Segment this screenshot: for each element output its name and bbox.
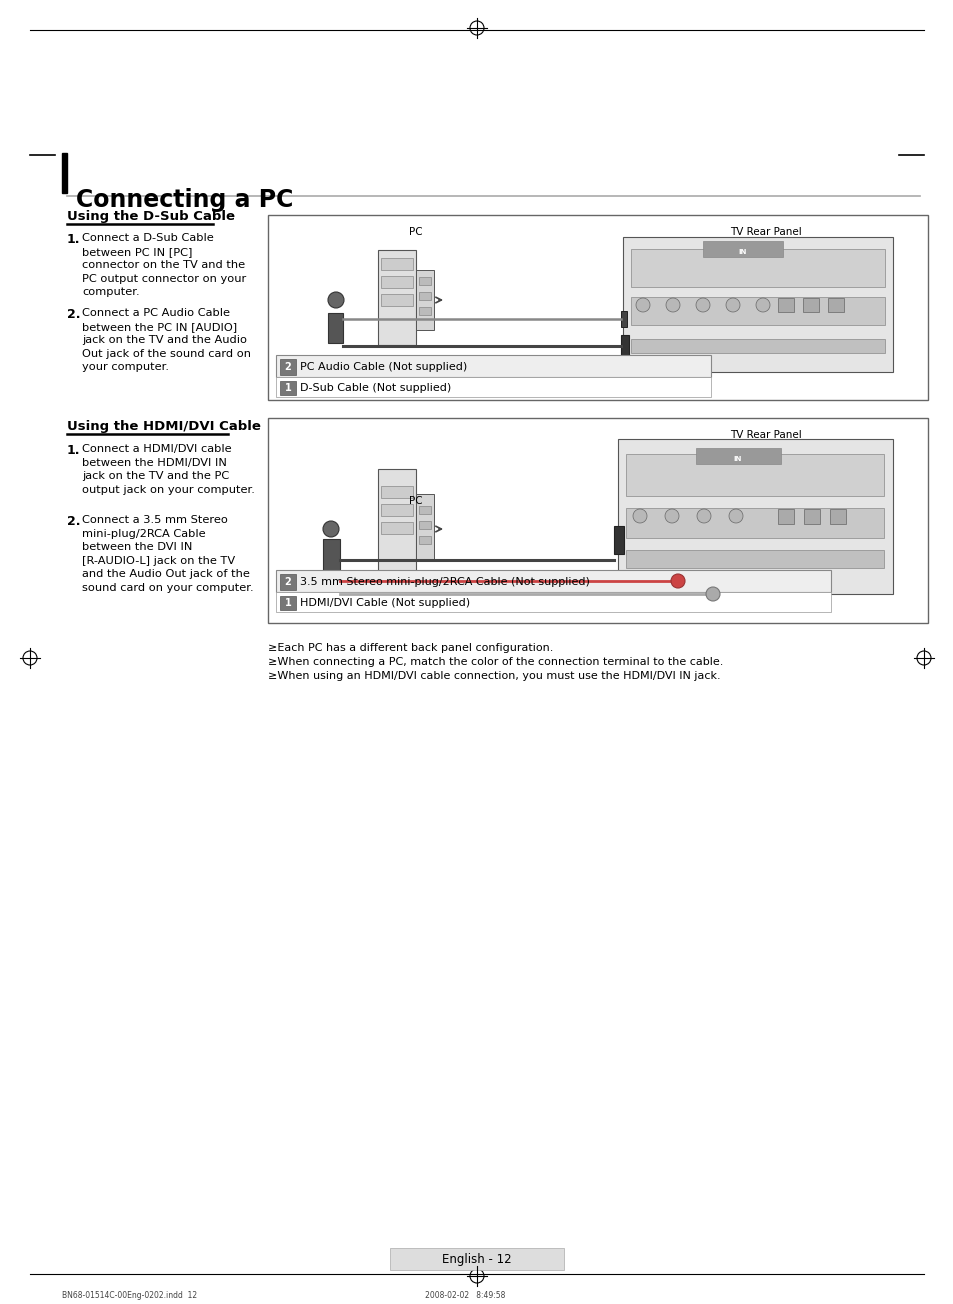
Bar xyxy=(622,237,892,372)
Bar xyxy=(418,276,431,286)
Bar xyxy=(380,522,413,535)
Bar xyxy=(418,522,431,529)
Text: Connect a PC Audio Cable
between the PC IN [AUDIO]
jack on the TV and the Audio
: Connect a PC Audio Cable between the PC … xyxy=(82,308,251,373)
Text: 3.5 mm Stereo mini-plug/2RCA Cable (Not supplied): 3.5 mm Stereo mini-plug/2RCA Cable (Not … xyxy=(299,576,589,587)
Bar xyxy=(380,258,413,270)
Circle shape xyxy=(633,509,646,523)
Bar xyxy=(280,381,295,395)
Text: BN68-01514C-00Eng-0202.indd  12                                                 : BN68-01514C-00Eng-0202.indd 12 xyxy=(62,1291,505,1300)
Text: HDMI/DVI Cable (Not supplied): HDMI/DVI Cable (Not supplied) xyxy=(299,599,470,608)
Bar xyxy=(630,297,884,325)
Text: 2: 2 xyxy=(284,363,291,372)
Bar xyxy=(620,310,626,327)
Text: 2: 2 xyxy=(284,576,291,587)
Bar xyxy=(275,377,710,396)
Bar xyxy=(380,486,413,498)
Text: PC Audio Cable (Not supplied): PC Audio Cable (Not supplied) xyxy=(299,363,467,372)
Bar xyxy=(625,550,883,569)
Text: ≥When connecting a PC, match the color of the connection terminal to the cable.: ≥When connecting a PC, match the color o… xyxy=(268,657,722,668)
Bar xyxy=(803,509,820,524)
Bar xyxy=(377,469,416,574)
Bar xyxy=(275,355,710,377)
Bar xyxy=(625,509,883,539)
Text: 2.: 2. xyxy=(67,308,80,321)
Bar xyxy=(630,249,884,287)
Bar xyxy=(418,292,431,300)
Bar xyxy=(416,494,434,559)
Circle shape xyxy=(664,509,679,523)
Bar xyxy=(778,299,793,312)
Text: 1: 1 xyxy=(284,599,291,608)
Bar xyxy=(418,506,431,514)
Circle shape xyxy=(665,299,679,312)
Text: D-Sub Cable (Not supplied): D-Sub Cable (Not supplied) xyxy=(299,383,451,393)
Bar xyxy=(614,526,623,554)
Bar xyxy=(620,335,628,357)
Circle shape xyxy=(728,509,742,523)
Bar xyxy=(390,1248,563,1270)
Text: 1.: 1. xyxy=(67,233,80,246)
Text: PC: PC xyxy=(409,227,422,237)
Circle shape xyxy=(705,587,720,601)
Text: 1: 1 xyxy=(284,383,291,393)
Text: 2.: 2. xyxy=(67,515,80,528)
Text: 1.: 1. xyxy=(67,443,80,456)
Text: Connect a HDMI/DVI cable
between the HDMI/DVI IN
jack on the TV and the PC
outpu: Connect a HDMI/DVI cable between the HDM… xyxy=(82,443,254,494)
Text: Connect a 3.5 mm Stereo
mini-plug/2RCA Cable
between the DVI IN
[R-AUDIO-L] jack: Connect a 3.5 mm Stereo mini-plug/2RCA C… xyxy=(82,515,253,593)
Circle shape xyxy=(755,299,769,312)
Text: ≥Each PC has a different back panel configuration.: ≥Each PC has a different back panel conf… xyxy=(268,643,553,653)
Bar xyxy=(380,505,413,516)
Bar xyxy=(802,299,818,312)
Circle shape xyxy=(323,522,338,537)
Circle shape xyxy=(328,292,344,308)
Bar xyxy=(418,306,431,316)
Text: Using the D-Sub Cable: Using the D-Sub Cable xyxy=(67,210,234,223)
Text: Connecting a PC: Connecting a PC xyxy=(76,188,294,213)
Bar xyxy=(280,359,295,376)
Bar xyxy=(702,241,782,257)
Text: ≥When using an HDMI/DVI cable connection, you must use the HDMI/DVI IN jack.: ≥When using an HDMI/DVI cable connection… xyxy=(268,672,720,681)
Bar xyxy=(380,293,413,306)
Text: TV Rear Panel: TV Rear Panel xyxy=(729,430,801,439)
Text: PC: PC xyxy=(409,496,422,506)
Text: TV Rear Panel: TV Rear Panel xyxy=(729,227,801,237)
Circle shape xyxy=(696,299,709,312)
Text: English - 12: English - 12 xyxy=(442,1253,511,1265)
Circle shape xyxy=(697,509,710,523)
Bar xyxy=(630,339,884,353)
Bar xyxy=(280,596,295,610)
Bar xyxy=(62,153,67,193)
Circle shape xyxy=(636,299,649,312)
Bar xyxy=(275,570,830,592)
Bar xyxy=(827,299,843,312)
Bar xyxy=(778,509,793,524)
Bar xyxy=(625,454,883,496)
Bar xyxy=(328,313,343,343)
Bar xyxy=(418,536,431,544)
Bar xyxy=(323,539,339,574)
Bar xyxy=(377,250,416,346)
Text: Connect a D-Sub Cable
between PC IN [PC]
connector on the TV and the
PC output c: Connect a D-Sub Cable between PC IN [PC]… xyxy=(82,233,246,297)
Text: Using the HDMI/DVI Cable: Using the HDMI/DVI Cable xyxy=(67,420,260,433)
Text: IN: IN xyxy=(738,249,746,256)
Bar xyxy=(268,419,927,623)
Bar xyxy=(280,574,295,589)
Bar xyxy=(696,449,781,464)
Bar xyxy=(618,439,892,595)
Bar xyxy=(380,276,413,288)
Bar xyxy=(416,270,434,330)
Text: IN: IN xyxy=(733,456,741,462)
Bar xyxy=(829,509,845,524)
Circle shape xyxy=(725,299,740,312)
Bar xyxy=(268,215,927,400)
Circle shape xyxy=(670,574,684,588)
Bar xyxy=(275,592,830,612)
